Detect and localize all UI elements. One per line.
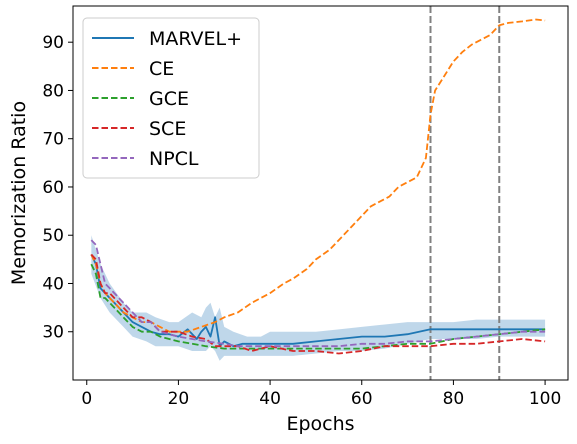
legend-label-sce: SCE [149, 118, 186, 140]
x-tick-label-0: 0 [81, 389, 92, 409]
x-tick-label-40: 40 [259, 389, 281, 409]
y-tick-label-90: 90 [42, 33, 64, 53]
series-line-sce [90, 253, 546, 355]
y-tick-label-70: 70 [42, 130, 64, 150]
legend-items: MARVEL+ CE GCE SCE NPCL [92, 28, 242, 170]
series-layer [90, 18, 546, 355]
series-line-npcl [90, 239, 546, 348]
x-tick-label-80: 80 [443, 389, 465, 409]
y-tick-label-60: 60 [42, 178, 64, 198]
x-tick-label-100: 100 [529, 389, 561, 409]
y-tick-label-50: 50 [42, 226, 64, 246]
legend-label-marvel: MARVEL+ [149, 28, 242, 50]
x-axis-title: Epochs [286, 413, 354, 435]
y-axis-title: Memorization Ratio [8, 101, 30, 285]
x-tick-label-20: 20 [168, 389, 190, 409]
x-tick-label-60: 60 [351, 389, 373, 409]
legend-box [82, 17, 260, 179]
series-line-gce [90, 263, 546, 350]
legend-label-ce: CE [149, 58, 174, 80]
y-tick-label-40: 40 [42, 274, 64, 294]
y-tick-label-80: 80 [42, 81, 64, 101]
vline-layer [429, 6, 501, 380]
plot-frame [72, 5, 569, 381]
y-tick-label-30: 30 [42, 323, 64, 343]
legend-label-gce: GCE [149, 88, 189, 110]
tick-layer: 0 20 40 60 80 100 30 40 50 60 70 80 90 [42, 33, 561, 409]
legend-label-npcl: NPCL [149, 148, 199, 170]
legend: MARVEL+ CE GCE SCE NPCL [82, 17, 260, 179]
